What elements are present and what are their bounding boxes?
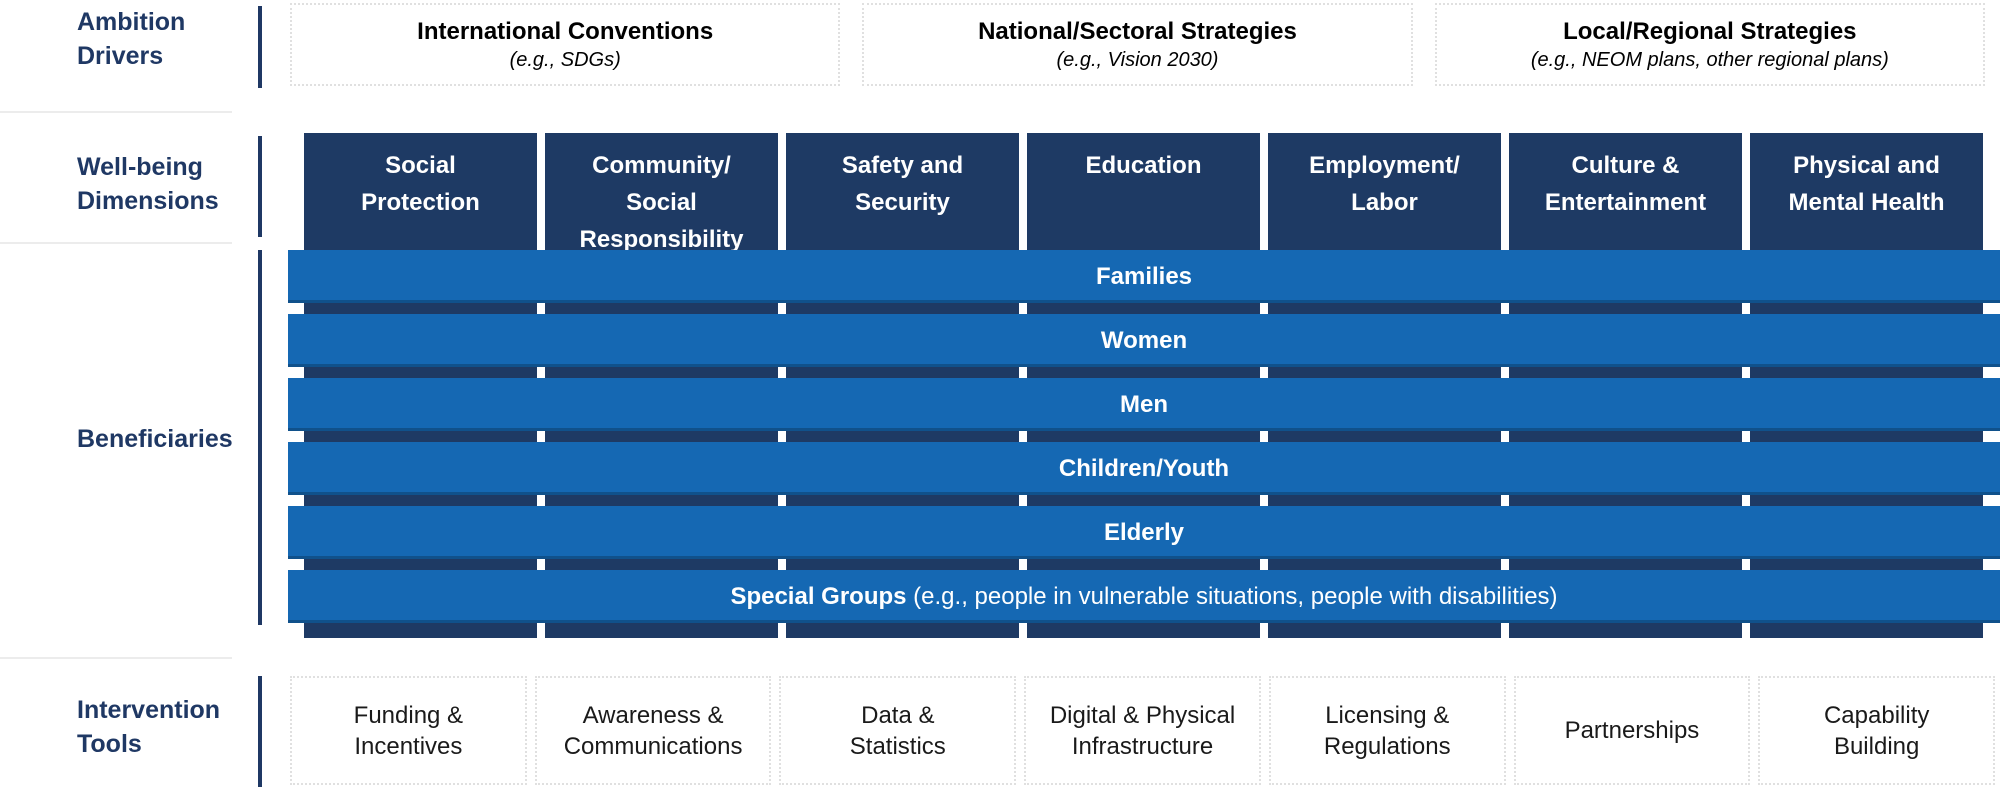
beneficiary-bar-label: Families [1095, 262, 1193, 290]
tool-box: Digital & Physical Infrastructure [1024, 676, 1261, 785]
beneficiary-bar: Elderly [288, 506, 2000, 559]
beneficiary-bar-label: Men [1120, 390, 1168, 418]
driver-title: National/Sectoral Strategies [978, 17, 1297, 45]
beneficiary-bar-label: Women [1100, 326, 1188, 354]
dimension-header: Community/ Social Responsibility [579, 152, 744, 253]
intervention-tools-row: Funding & Incentives Awareness & Communi… [290, 676, 1996, 785]
driver-title: International Conventions [417, 17, 714, 45]
ambition-drivers-row: International Conventions (e.g., SDGs) N… [290, 3, 1985, 86]
beneficiary-bar-note: (e.g., people in vulnerable situations, … [906, 582, 1558, 610]
tool-box: Data & Statistics [779, 676, 1017, 785]
driver-example: (e.g., SDGs) [509, 48, 621, 71]
dimension-header: Culture & Entertainment [1544, 152, 1707, 216]
row-label-intervention-tools: Intervention Tools [77, 696, 221, 758]
beneficiary-bar: Men [288, 378, 2000, 431]
ambition-driver-box: International Conventions (e.g., SDGs) [290, 3, 841, 86]
beneficiary-bar-label: Elderly [1103, 518, 1185, 546]
beneficiary-bar-label: Children/Youth [1058, 454, 1230, 482]
dimension-header: Safety and Security [841, 152, 964, 216]
row-label-ambition-drivers: Ambition Drivers [77, 8, 186, 70]
vertical-accent-line-beneficiaries [258, 250, 262, 625]
driver-example: (e.g., Vision 2030) [1056, 48, 1219, 71]
row-separator-line [0, 111, 232, 113]
vertical-accent-line-ambition [258, 6, 262, 88]
vertical-accent-line-intervention [258, 676, 262, 787]
beneficiary-bar: Special Groups (e.g., people in vulnerab… [288, 570, 2000, 623]
vertical-accent-line-wellbeing [258, 136, 262, 237]
dimension-header: Social Protection [361, 152, 480, 216]
row-label-beneficiaries: Beneficiaries [77, 425, 233, 453]
tool-box: Licensing & Regulations [1268, 676, 1506, 785]
row-separator-line [0, 657, 232, 659]
beneficiary-bar-label: Special Groups [730, 582, 907, 610]
ambition-driver-box: National/Sectoral Strategies (e.g., Visi… [862, 3, 1413, 86]
beneficiary-bar: Women [288, 314, 2000, 367]
beneficiary-bar: Children/Youth [288, 442, 2000, 495]
dimension-header: Physical and Mental Health [1788, 152, 1945, 216]
driver-example: (e.g., NEOM plans, other regional plans) [1530, 48, 1889, 71]
beneficiary-bar: Families [288, 250, 2000, 303]
dimension-header: Education [1085, 152, 1202, 179]
row-label-wellbeing-dimensions: Well-being Dimensions [77, 153, 219, 215]
tool-box: Funding & Incentives [290, 676, 527, 785]
tool-box: Partnerships [1513, 676, 1751, 785]
tool-box: Capability Building [1758, 676, 1996, 785]
ambition-driver-box: Local/Regional Strategies (e.g., NEOM pl… [1434, 3, 1985, 86]
dimension-header: Employment/ Labor [1309, 152, 1460, 216]
driver-title: Local/Regional Strategies [1563, 17, 1857, 45]
row-separator-line [0, 242, 232, 244]
tool-box: Awareness & Communications [534, 676, 772, 785]
